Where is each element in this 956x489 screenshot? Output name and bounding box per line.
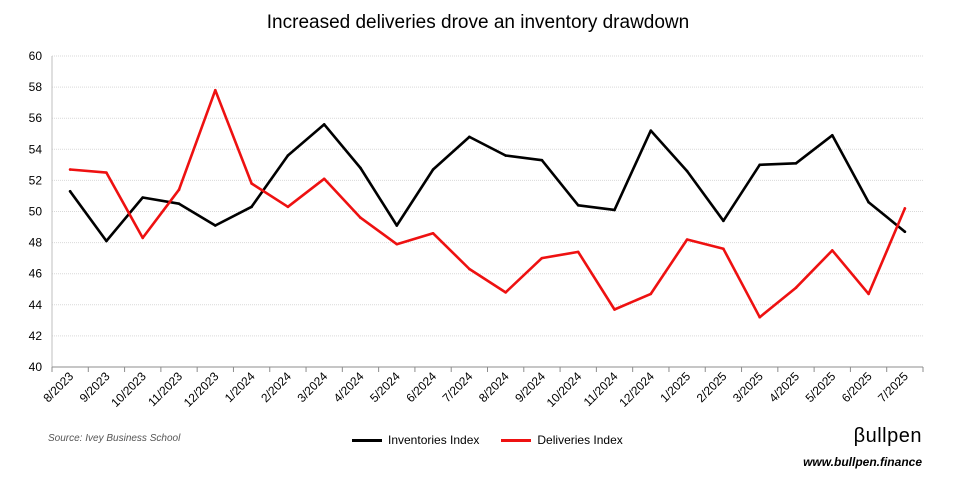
data-point xyxy=(685,238,689,241)
data-point xyxy=(214,224,217,227)
data-point xyxy=(613,208,616,212)
data-point xyxy=(794,286,798,289)
data-point xyxy=(395,242,399,246)
data-point xyxy=(141,236,145,240)
x-tick-label: 1/2024 xyxy=(222,369,258,405)
data-point xyxy=(395,224,399,227)
x-tick-label: 5/2024 xyxy=(367,369,403,405)
data-point xyxy=(540,256,544,260)
data-point xyxy=(903,230,907,234)
x-tick-label: 3/2025 xyxy=(730,369,766,405)
data-point xyxy=(431,168,435,171)
x-tick-label: 2/2024 xyxy=(258,369,294,405)
data-point xyxy=(431,231,435,235)
data-point xyxy=(105,171,108,174)
data-point xyxy=(830,249,834,252)
data-point xyxy=(758,315,761,319)
x-tick-label: 8/2024 xyxy=(476,369,512,405)
series-line-inventories xyxy=(68,123,907,243)
y-tick-label: 46 xyxy=(29,267,43,281)
data-point xyxy=(867,200,870,204)
data-point xyxy=(649,129,653,132)
x-tick-label: 12/2024 xyxy=(616,369,657,410)
x-tick-label: 1/2025 xyxy=(657,369,693,405)
legend-label-deliveries: Deliveries Index xyxy=(537,433,623,447)
data-point xyxy=(649,292,653,296)
data-point xyxy=(141,196,145,199)
data-point xyxy=(867,292,870,296)
x-tick-label: 10/2024 xyxy=(544,369,585,410)
data-point xyxy=(903,207,907,210)
x-tick-label: 8/2023 xyxy=(40,369,76,405)
brand-logo: βullpen xyxy=(853,425,922,447)
data-point xyxy=(322,177,326,181)
y-axis: 40 42 44 46 48 50 52 54 56 58 60 xyxy=(29,49,53,374)
data-point xyxy=(576,203,580,207)
x-tick-label: 7/2025 xyxy=(875,369,911,405)
data-point xyxy=(830,134,834,137)
x-tick-label: 5/2025 xyxy=(803,369,839,405)
data-point xyxy=(177,188,181,192)
data-point xyxy=(359,166,362,170)
x-tick-label: 3/2024 xyxy=(294,369,330,405)
data-point xyxy=(504,154,507,157)
chart-title: Increased deliveries drove an inventory … xyxy=(266,12,690,33)
data-point xyxy=(540,158,544,162)
x-tick-label: 4/2025 xyxy=(766,369,802,405)
data-point xyxy=(68,168,72,171)
data-point xyxy=(286,205,290,209)
data-point xyxy=(322,123,326,126)
y-tick-label: 54 xyxy=(29,142,43,156)
series-line-deliveries xyxy=(68,88,907,319)
data-point xyxy=(722,219,725,223)
data-point xyxy=(576,250,580,254)
data-point xyxy=(504,291,507,294)
data-point xyxy=(68,189,72,193)
y-tick-label: 52 xyxy=(29,173,43,187)
x-tick-label: 4/2024 xyxy=(331,369,367,405)
x-tick-label: 6/2024 xyxy=(403,369,439,405)
data-point xyxy=(250,182,253,185)
y-tick-label: 60 xyxy=(29,49,43,63)
legend-swatch-inventories xyxy=(352,438,382,442)
data-point xyxy=(758,163,761,167)
legend: Inventories Index Deliveries Index xyxy=(352,433,623,447)
data-point xyxy=(685,169,689,173)
gridlines xyxy=(52,55,923,337)
y-tick-label: 44 xyxy=(29,298,43,312)
data-point xyxy=(468,135,471,139)
line-chart: 40 42 44 46 48 50 52 54 56 58 60 8/2023 9/202310/20… xyxy=(29,49,924,410)
data-point xyxy=(794,161,798,165)
x-tick-label: 6/2025 xyxy=(839,369,875,405)
data-point xyxy=(359,216,362,220)
x-tick-label: 2/2025 xyxy=(694,369,730,405)
data-point xyxy=(105,239,108,243)
data-point xyxy=(613,308,616,311)
data-point xyxy=(468,267,471,271)
data-point xyxy=(722,247,725,251)
brand-url[interactable]: www.bullpen.finance xyxy=(803,455,922,469)
y-tick-label: 56 xyxy=(29,111,43,125)
data-point xyxy=(250,205,253,209)
series-lines xyxy=(68,88,907,319)
y-tick-label: 50 xyxy=(29,205,43,219)
y-tick-label: 42 xyxy=(29,329,43,343)
data-point xyxy=(286,154,290,157)
data-point xyxy=(214,88,217,92)
y-tick-label: 58 xyxy=(29,80,43,94)
legend-item-deliveries: Deliveries Index xyxy=(501,433,623,447)
y-tick-label: 40 xyxy=(29,360,43,374)
data-point xyxy=(177,202,181,206)
x-tick-label: 7/2024 xyxy=(440,369,476,405)
x-tick-label: 12/2023 xyxy=(181,369,222,410)
x-tick-label: 11/2024 xyxy=(581,369,621,409)
source-note: Source: Ivey Business School xyxy=(48,433,181,444)
legend-swatch-deliveries xyxy=(501,438,532,442)
legend-label-inventories: Inventories Index xyxy=(388,433,480,447)
legend-item-inventories: Inventories Index xyxy=(352,433,479,447)
x-tick-label: 11/2023 xyxy=(145,369,185,409)
y-tick-label: 48 xyxy=(29,236,43,250)
x-tick-label: 10/2023 xyxy=(108,369,149,410)
